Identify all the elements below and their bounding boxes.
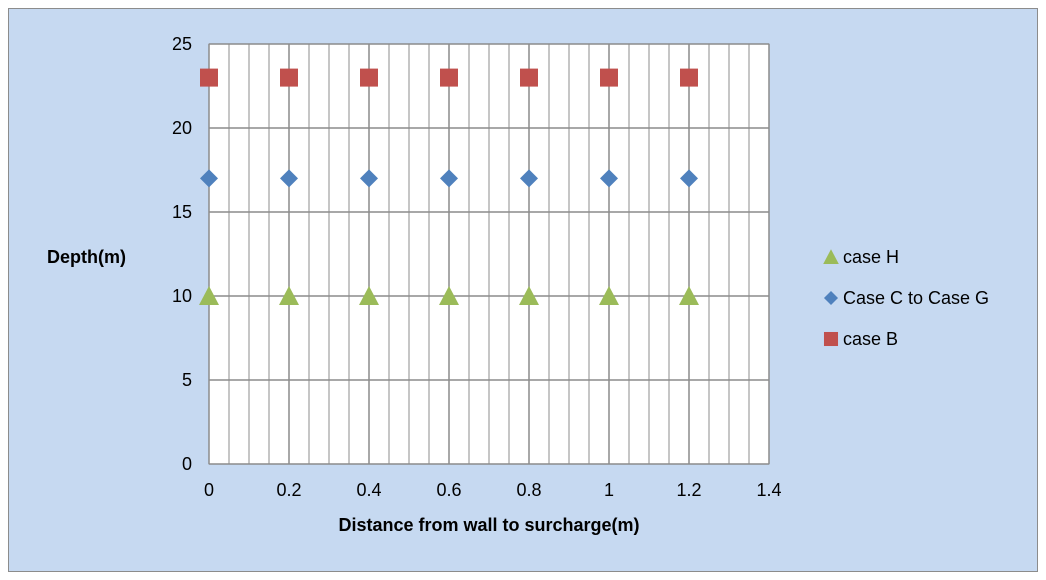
data-point-diamond [600, 169, 618, 188]
data-point-square [280, 68, 298, 87]
data-point-diamond [520, 169, 538, 188]
series-layer [199, 68, 699, 305]
data-point-triangle [679, 286, 699, 305]
data-point-square [360, 68, 378, 87]
data-point-diamond [360, 169, 378, 188]
legend-marker-square [823, 331, 839, 347]
legend-marker-triangle [823, 249, 839, 265]
x-tick-label: 0.2 [276, 480, 301, 500]
legend-label: case H [843, 247, 899, 267]
data-point-triangle [199, 286, 219, 305]
x-tick-label: 1.2 [676, 480, 701, 500]
y-tick-label: 0 [182, 454, 192, 474]
data-point-triangle [439, 286, 459, 305]
data-point-diamond [680, 169, 698, 188]
x-axis-title: Distance from wall to surcharge(m) [338, 515, 639, 535]
x-tick-labels: 0 0.2 0.4 0.6 0.8 1 1.2 1.4 [204, 480, 782, 500]
chart-area: 0 0.2 0.4 0.6 0.8 1 1.2 1.4 0 5 10 15 20 25 Depth(m)… [8, 8, 1038, 572]
data-point-triangle [359, 286, 379, 305]
legend-label: Case C to Case G [843, 288, 989, 308]
x-tick-label: 1.4 [756, 480, 781, 500]
series-square [200, 68, 698, 87]
minor-gridlines [228, 44, 750, 464]
data-point-square [680, 68, 698, 87]
legend-marker-diamond [823, 290, 839, 306]
x-tick-label: 1 [604, 480, 614, 500]
series-diamond [200, 169, 698, 188]
data-point-square [440, 68, 458, 87]
y-tick-label: 15 [172, 202, 192, 222]
data-point-triangle [599, 286, 619, 305]
x-tick-label: 0.6 [436, 480, 461, 500]
data-point-diamond [200, 169, 218, 188]
y-tick-labels: 0 5 10 15 20 25 [172, 34, 192, 474]
y-tick-label: 20 [172, 118, 192, 138]
major-gridlines [208, 43, 770, 465]
y-tick-label: 5 [182, 370, 192, 390]
x-tick-label: 0 [204, 480, 214, 500]
x-tick-label: 0.4 [356, 480, 381, 500]
y-tick-label: 25 [172, 34, 192, 54]
y-tick-label: 10 [172, 286, 192, 306]
data-point-diamond [280, 169, 298, 188]
data-point-triangle [279, 286, 299, 305]
data-point-diamond [440, 169, 458, 188]
data-point-square [520, 68, 538, 87]
x-tick-label: 0.8 [516, 480, 541, 500]
data-point-square [200, 68, 218, 87]
y-axis-title: Depth(m) [47, 247, 126, 267]
data-point-square [600, 68, 618, 87]
data-point-triangle [519, 286, 539, 305]
series-triangle [199, 286, 699, 305]
legend-label: case B [843, 329, 898, 349]
chart-svg: 0 0.2 0.4 0.6 0.8 1 1.2 1.4 0 5 10 15 20 25 Depth(m)… [47, 34, 989, 535]
legend: case H Case C to Case G case B [823, 247, 989, 349]
